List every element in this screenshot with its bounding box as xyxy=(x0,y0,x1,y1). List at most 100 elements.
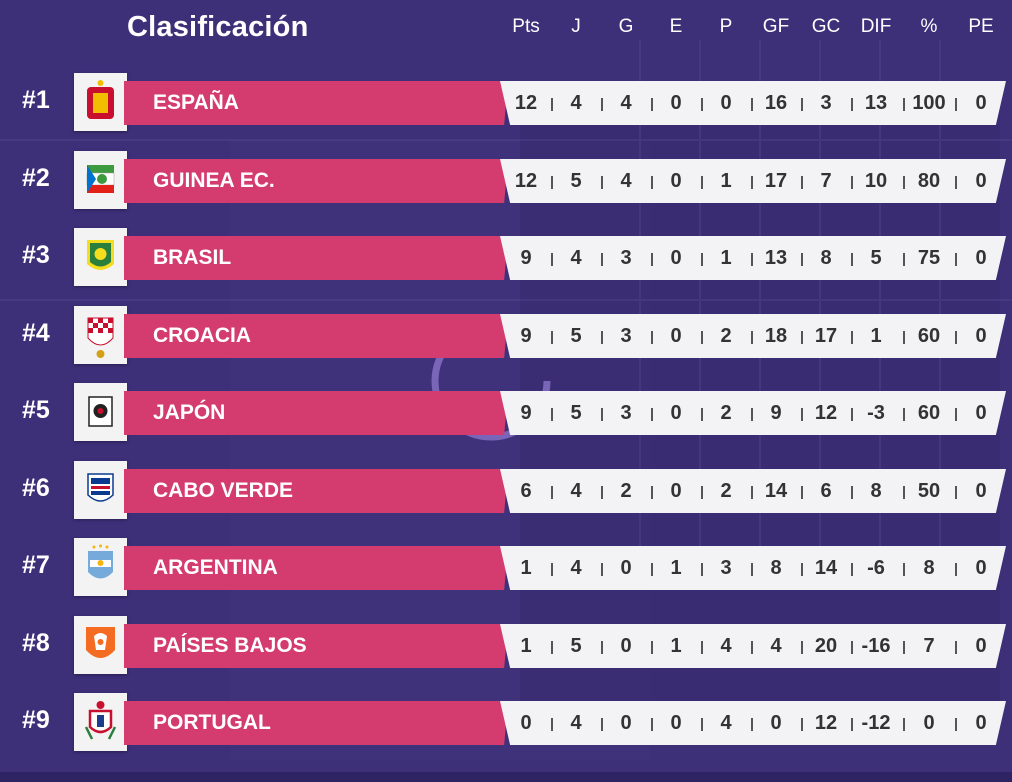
stat-cell: 7 xyxy=(923,635,935,657)
column-divider xyxy=(801,486,803,499)
stat-cell: 0 xyxy=(670,402,682,424)
column-divider xyxy=(955,486,957,499)
column-header-3: G xyxy=(618,16,634,37)
team-bar: PORTUGAL xyxy=(124,701,508,745)
column-divider xyxy=(701,718,703,731)
column-header-7: GC xyxy=(811,16,841,37)
team-name: PORTUGAL xyxy=(153,711,271,734)
column-divider xyxy=(955,718,957,731)
team-name: JAPÓN xyxy=(153,401,226,424)
stat-cell: 9 xyxy=(520,402,532,424)
stat-cell: 0 xyxy=(670,325,682,347)
stats-bar: 6 4 2 0 2 14 6 8 50 0 xyxy=(500,469,1006,513)
column-divider xyxy=(751,98,753,111)
netherlands-crest-icon xyxy=(74,616,127,674)
column-divider xyxy=(851,563,853,576)
column-divider xyxy=(801,718,803,731)
stat-cell: 12 xyxy=(814,402,838,424)
column-divider xyxy=(601,718,603,731)
column-divider xyxy=(751,253,753,266)
stat-cell: -6 xyxy=(867,557,885,579)
column-header-5: P xyxy=(719,16,733,37)
stats-bar: 9 5 3 0 2 18 17 1 60 0 xyxy=(500,314,1006,358)
stat-cell: 6 xyxy=(520,480,532,502)
column-divider xyxy=(851,176,853,189)
column-divider xyxy=(801,563,803,576)
column-divider xyxy=(851,408,853,421)
portugal-crest-icon xyxy=(74,693,127,751)
stat-cell: 2 xyxy=(720,402,732,424)
stat-cell: 4 xyxy=(620,170,632,192)
column-divider xyxy=(903,641,905,654)
stat-cell: 75 xyxy=(917,247,941,269)
stat-cell: 5 xyxy=(570,635,582,657)
stat-cell: 0 xyxy=(620,712,632,734)
stat-cell: 0 xyxy=(670,480,682,502)
stats-bar: 12 5 4 0 1 17 7 10 80 0 xyxy=(500,159,1006,203)
column-divider xyxy=(551,331,553,344)
rank-label: #7 xyxy=(22,551,50,579)
column-divider xyxy=(551,253,553,266)
stat-cell: 0 xyxy=(975,325,987,347)
column-divider xyxy=(903,176,905,189)
stat-cell: 8 xyxy=(770,557,782,579)
stat-cell: 50 xyxy=(917,480,941,502)
stat-cell: 13 xyxy=(764,247,788,269)
stat-cell: 1 xyxy=(720,170,732,192)
team-bar: CABO VERDE xyxy=(124,469,508,513)
column-divider xyxy=(701,176,703,189)
column-divider xyxy=(851,486,853,499)
stat-cell: 3 xyxy=(720,557,732,579)
column-divider xyxy=(903,563,905,576)
stat-cell: 0 xyxy=(670,92,682,114)
column-divider xyxy=(701,98,703,111)
column-divider xyxy=(955,331,957,344)
equatorial-guinea-crest-icon xyxy=(74,151,127,209)
stat-cell: 3 xyxy=(820,92,832,114)
stat-cell: 0 xyxy=(620,557,632,579)
stat-cell: 8 xyxy=(820,247,832,269)
team-name: CROACIA xyxy=(153,324,251,347)
column-divider xyxy=(801,98,803,111)
stat-cell: 0 xyxy=(520,712,532,734)
stat-cell: 4 xyxy=(570,557,582,579)
column-divider xyxy=(701,408,703,421)
stat-cell: 3 xyxy=(620,325,632,347)
column-divider xyxy=(851,331,853,344)
stat-cell: 4 xyxy=(570,247,582,269)
team-name: CABO VERDE xyxy=(153,479,294,502)
stat-cell: 17 xyxy=(814,325,838,347)
column-divider xyxy=(601,563,603,576)
rank-label: #9 xyxy=(22,706,50,734)
stat-cell: 1 xyxy=(520,557,532,579)
stats-bar: 1 4 0 1 3 8 14 -6 8 0 xyxy=(500,546,1006,590)
stat-cell: 3 xyxy=(620,247,632,269)
column-divider xyxy=(955,98,957,111)
stat-cell: 80 xyxy=(917,170,941,192)
column-divider xyxy=(751,641,753,654)
column-divider xyxy=(851,718,853,731)
column-divider xyxy=(551,641,553,654)
column-divider xyxy=(601,408,603,421)
column-divider xyxy=(601,176,603,189)
column-divider xyxy=(551,408,553,421)
column-divider xyxy=(851,98,853,111)
column-divider xyxy=(551,176,553,189)
stat-cell: 0 xyxy=(975,247,987,269)
column-divider xyxy=(651,563,653,576)
column-divider xyxy=(751,331,753,344)
stat-cell: 4 xyxy=(620,92,632,114)
stat-cell: 12 xyxy=(514,92,538,114)
column-divider xyxy=(701,486,703,499)
stat-cell: 4 xyxy=(570,480,582,502)
stat-cell: 9 xyxy=(520,325,532,347)
stat-cell: 0 xyxy=(975,402,987,424)
stat-cell: 0 xyxy=(720,92,732,114)
column-divider xyxy=(601,253,603,266)
rank-label: #6 xyxy=(22,474,50,502)
column-divider xyxy=(955,641,957,654)
column-divider xyxy=(903,98,905,111)
column-divider xyxy=(955,176,957,189)
stat-cell: 5 xyxy=(570,325,582,347)
team-name: ESPAÑA xyxy=(153,91,239,114)
